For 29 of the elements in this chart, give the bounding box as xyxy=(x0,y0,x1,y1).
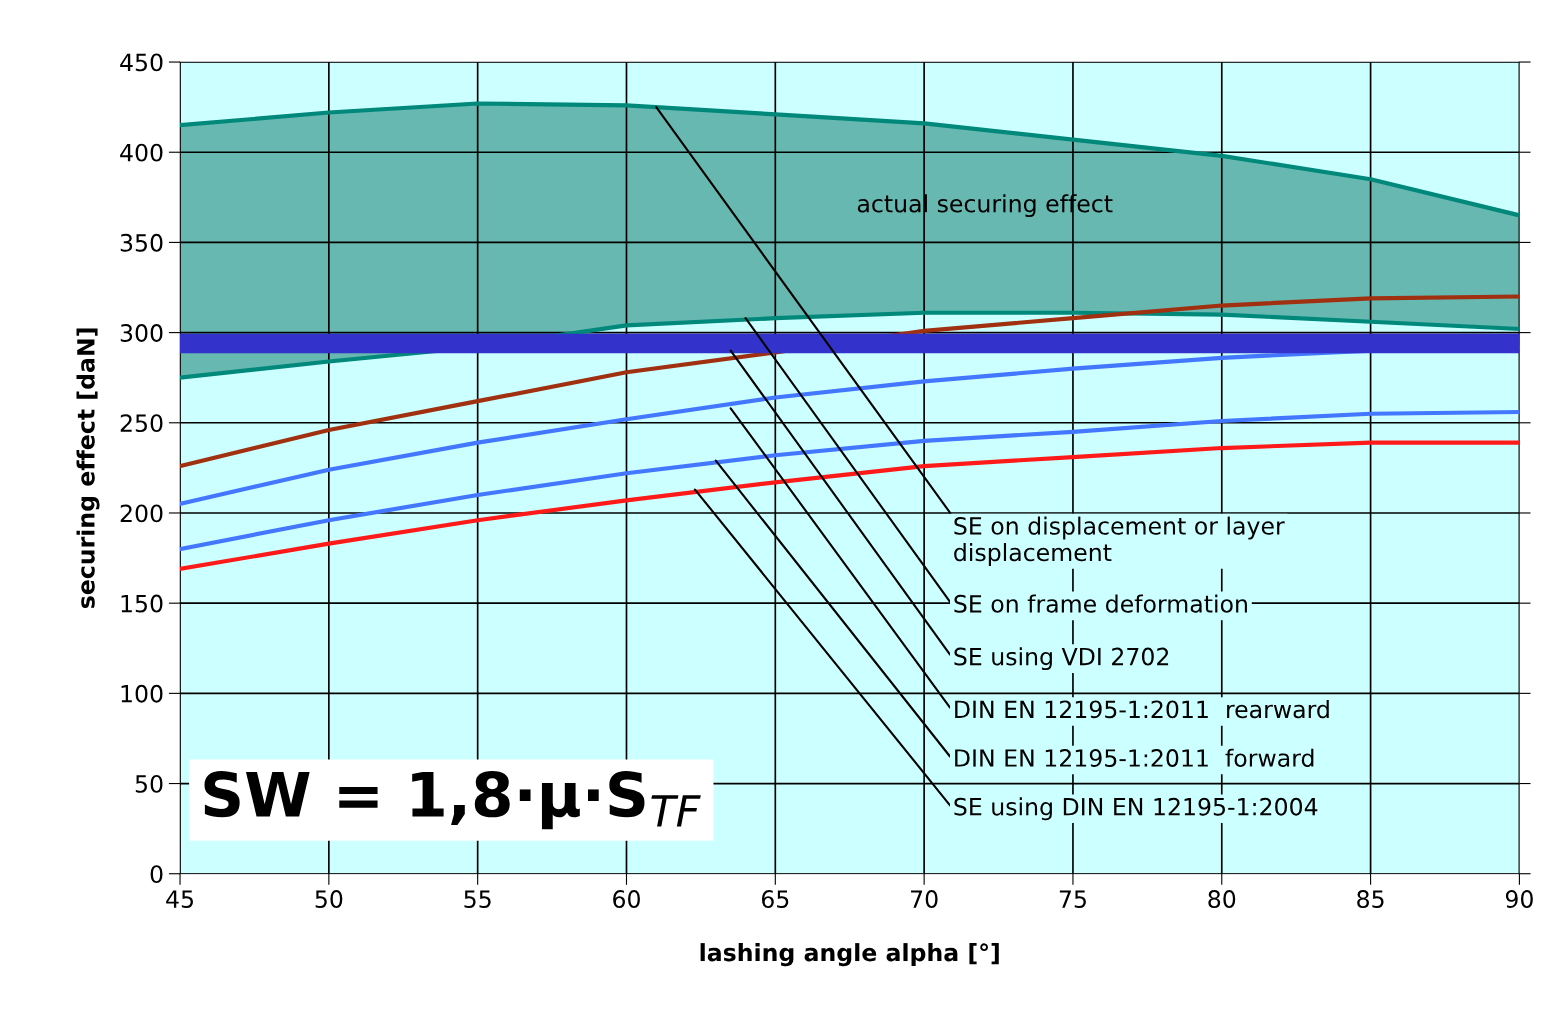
annotation: SE using DIN EN 12195-1:2004 xyxy=(954,797,1318,821)
x-tick-label: 60 xyxy=(613,890,640,908)
y-tick-label: 150 xyxy=(121,594,163,613)
annotation: SW = 1,8·μ·S$_{TF}$ xyxy=(204,771,701,830)
y-tick-label: 50 xyxy=(135,774,163,793)
annotation: DIN EN 12195-1:2011 forward xyxy=(955,748,1314,767)
y-tick-label: 350 xyxy=(120,233,163,252)
x-axis-title: lashing angle alpha [°] xyxy=(700,943,999,967)
x-tick-label: 65 xyxy=(761,890,789,908)
x-tick-label: 80 xyxy=(1208,890,1236,908)
annotation: SE on frame deformation xyxy=(954,594,1247,613)
y-tick-label: 250 xyxy=(120,414,163,433)
y-tick-label: 100 xyxy=(121,684,163,703)
y-tick-label: 300 xyxy=(120,324,163,342)
annotation: DIN EN 12195-1:2011 rearward xyxy=(955,699,1329,719)
y-axis-title: securing effect [daN] xyxy=(76,328,100,609)
x-tick-label: 90 xyxy=(1505,890,1533,908)
x-tick-label: 85 xyxy=(1357,890,1384,908)
x-tick-label: 75 xyxy=(1059,890,1086,908)
annotation: SE on displacement or layer displacement xyxy=(954,516,1285,566)
y-tick-label: 400 xyxy=(120,143,163,162)
x-tick-label: 70 xyxy=(911,890,938,908)
x-tick-label: 50 xyxy=(315,890,343,908)
x-tick-label: 55 xyxy=(464,890,491,908)
y-tick-label: 450 xyxy=(120,53,163,72)
x-tick-label: 45 xyxy=(166,890,193,908)
y-tick-label: 200 xyxy=(120,504,163,523)
y-tick-label: 0 xyxy=(150,865,163,884)
annotation: SE using VDI 2702 xyxy=(954,647,1169,671)
